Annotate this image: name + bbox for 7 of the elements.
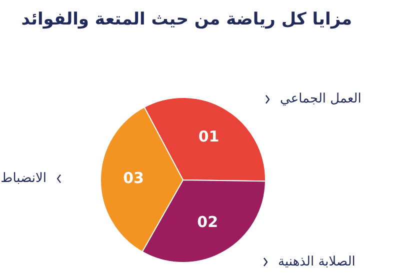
slice-label: العمل الجماعي [280,92,362,107]
slice-label: الانضباط [0,171,47,186]
text: 02 [197,212,218,231]
text: 01 [198,128,220,146]
slice-label: الصلابة الذهنية [278,254,356,270]
text: 03 [123,169,144,188]
chart-title: مزايا كل رياضة من حيث المتعة والفوائد [21,9,352,30]
